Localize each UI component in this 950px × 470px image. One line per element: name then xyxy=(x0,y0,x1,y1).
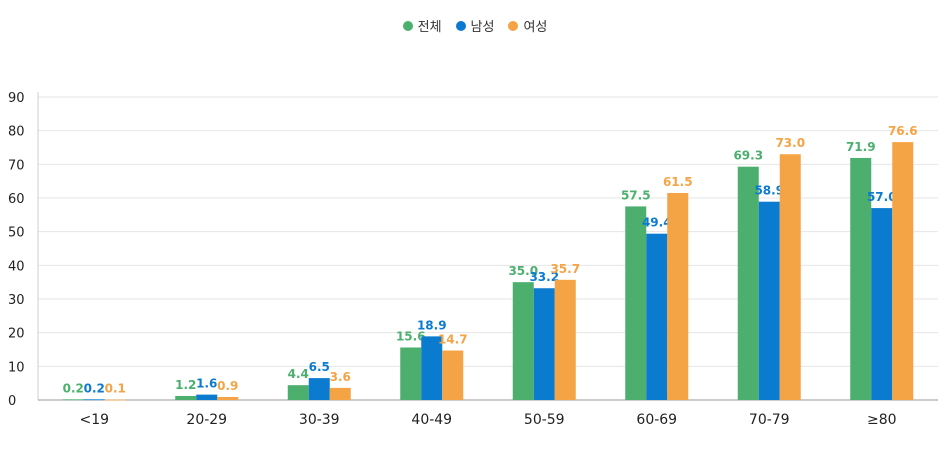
bar-male xyxy=(83,399,105,401)
bar-female xyxy=(104,399,126,401)
bar-total xyxy=(737,166,759,400)
x-tick-label: 20-29 xyxy=(186,412,227,428)
legend-label-total: 전체 xyxy=(417,20,442,35)
data-label: 14.7 xyxy=(438,333,468,347)
data-label: 35.0 xyxy=(508,264,538,278)
bar-female xyxy=(779,154,801,400)
legend-label-male: 남성 xyxy=(470,20,495,35)
y-tick-label: 40 xyxy=(8,259,25,274)
data-label: 1.2 xyxy=(175,378,196,392)
data-label: 58.9 xyxy=(754,184,784,198)
bar-male xyxy=(758,201,780,400)
legend-item-total: 전체 xyxy=(402,16,442,35)
y-tick-label: 70 xyxy=(8,158,25,173)
legend: 전체 남성 여성 xyxy=(0,16,950,35)
data-label: 33.2 xyxy=(529,270,559,284)
x-tick-label: 50-59 xyxy=(524,412,565,428)
data-label: 57.0 xyxy=(867,190,897,204)
bar-male xyxy=(871,208,893,400)
bar-total xyxy=(175,395,197,400)
data-label: 15.6 xyxy=(396,329,426,343)
y-tick-label: 0 xyxy=(8,394,16,409)
data-label: 18.9 xyxy=(417,318,447,332)
y-tick-label: 50 xyxy=(8,226,25,241)
bar-total xyxy=(400,347,422,400)
x-tick-label: 70-79 xyxy=(749,412,790,428)
bar-male xyxy=(421,336,443,400)
bar-male xyxy=(533,288,555,400)
x-tick-label: 60-69 xyxy=(636,412,677,428)
data-label: 0.2 xyxy=(84,381,105,395)
data-label: 61.5 xyxy=(663,175,693,189)
y-tick-label: 60 xyxy=(8,192,25,207)
legend-item-female: 여성 xyxy=(508,16,547,35)
data-label: 0.1 xyxy=(105,382,126,396)
bar-female xyxy=(554,279,576,400)
data-label: 1.6 xyxy=(196,377,217,391)
bar-total xyxy=(850,157,872,400)
x-tick-label: ≥80 xyxy=(867,412,897,428)
bar-total xyxy=(287,385,309,400)
data-label: 0.2 xyxy=(63,381,84,395)
y-tick-label: 80 xyxy=(8,125,25,140)
data-label: 69.3 xyxy=(733,149,763,163)
x-tick-label: 30-39 xyxy=(299,412,340,428)
bar-female xyxy=(329,387,351,400)
x-tick-label: 40-49 xyxy=(411,412,452,428)
bar-female xyxy=(442,350,464,400)
data-label: 4.4 xyxy=(288,367,309,381)
bar-total xyxy=(62,399,84,401)
legend-swatch-total xyxy=(402,20,413,31)
bar-female xyxy=(667,192,689,400)
y-tick-label: 10 xyxy=(8,360,25,375)
bar-male xyxy=(646,233,668,400)
legend-label-female: 여성 xyxy=(523,20,548,35)
data-label: 76.6 xyxy=(888,124,918,138)
data-label: 0.9 xyxy=(217,379,238,393)
bar-male xyxy=(196,394,218,400)
bar-total xyxy=(625,206,647,400)
x-tick-label: <19 xyxy=(79,412,109,428)
y-tick-label: 30 xyxy=(8,293,25,308)
bar-male xyxy=(308,378,330,400)
data-label: 3.6 xyxy=(330,370,351,384)
y-tick-label: 20 xyxy=(8,327,25,342)
data-label: 57.5 xyxy=(621,188,651,202)
data-label: 6.5 xyxy=(309,360,330,374)
data-label: 49.4 xyxy=(642,216,672,230)
bar-total xyxy=(512,282,534,400)
y-tick-label: 90 xyxy=(8,91,25,106)
data-label: 35.7 xyxy=(550,262,580,276)
data-label: 73.0 xyxy=(775,136,805,150)
legend-item-male: 남성 xyxy=(455,16,495,35)
data-label: 71.9 xyxy=(846,140,876,154)
bar-female xyxy=(217,396,239,400)
bar-female xyxy=(892,142,914,400)
legend-swatch-female xyxy=(508,20,519,31)
legend-swatch-male xyxy=(455,20,466,31)
